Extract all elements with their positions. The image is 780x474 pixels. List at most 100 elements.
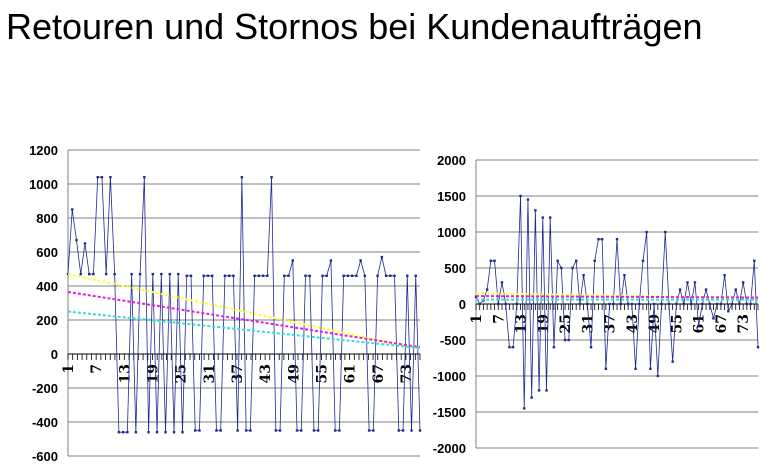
y-tick-label: 2000 — [437, 153, 466, 168]
data-point — [712, 317, 715, 320]
data-point — [723, 274, 726, 277]
data-point — [88, 272, 91, 276]
x-tick-label: 61 — [692, 314, 708, 333]
data-point — [160, 272, 163, 276]
data-point — [497, 302, 500, 306]
data-point — [578, 302, 582, 306]
data-point — [270, 176, 273, 179]
data-point — [574, 259, 578, 262]
data-point — [164, 431, 167, 434]
data-point — [278, 429, 282, 432]
y-tick-label: 1000 — [29, 177, 58, 192]
data-point — [406, 274, 409, 277]
data-point — [649, 367, 652, 370]
data-point — [329, 259, 333, 262]
data-point — [355, 274, 358, 277]
y-tick-label: 0 — [459, 297, 466, 312]
data-point — [236, 429, 239, 432]
data-point — [530, 396, 533, 399]
x-tick-label: 37 — [230, 364, 246, 383]
data-point — [734, 288, 737, 291]
data-point — [697, 324, 700, 327]
data-point — [308, 274, 311, 277]
y-tick-label: -200 — [32, 381, 58, 396]
data-point — [121, 431, 125, 434]
data-point — [172, 431, 176, 434]
data-point — [266, 274, 269, 277]
data-point — [660, 302, 663, 306]
data-point — [519, 194, 522, 198]
data-point — [645, 230, 648, 234]
data-point — [219, 429, 222, 432]
data-point — [667, 302, 671, 306]
trend-line-magenta — [67, 290, 421, 349]
y-tick-label: -500 — [440, 333, 466, 348]
data-point — [478, 302, 481, 306]
data-point — [704, 288, 708, 291]
data-point — [623, 274, 626, 277]
data-point — [541, 216, 544, 219]
data-point — [523, 407, 526, 410]
data-point — [384, 274, 388, 277]
data-point — [134, 431, 138, 434]
data-point — [389, 274, 392, 277]
data-point — [83, 242, 87, 245]
data-point — [678, 288, 682, 291]
data-point — [414, 274, 417, 277]
x-tick-label: 19 — [145, 364, 161, 383]
data-point — [567, 338, 570, 342]
data-point — [652, 302, 656, 306]
data-point — [312, 429, 316, 432]
trend-line-magenta — [475, 295, 759, 299]
data-point — [283, 274, 286, 277]
y-tick-label: 500 — [444, 261, 466, 276]
data-point — [738, 302, 741, 306]
data-point — [210, 274, 214, 277]
data-point — [727, 310, 730, 313]
data-point — [545, 389, 548, 392]
data-point — [500, 281, 504, 284]
data-point — [342, 274, 345, 277]
data-point — [586, 302, 589, 306]
data-point — [66, 272, 70, 276]
data-point — [168, 272, 171, 276]
data-point — [410, 429, 413, 432]
data-point — [304, 274, 307, 277]
y-tick-label: 600 — [36, 245, 58, 260]
data-point — [701, 302, 704, 306]
data-point — [104, 272, 108, 276]
data-point — [300, 429, 303, 432]
data-point — [690, 302, 693, 306]
data-point — [638, 302, 641, 306]
x-tick-label: 73 — [399, 364, 415, 383]
y-tick-label: -2000 — [433, 441, 466, 456]
data-point — [202, 274, 205, 277]
data-point — [675, 302, 678, 306]
y-tick-label: -600 — [32, 449, 58, 464]
data-point — [223, 274, 227, 277]
data-point — [325, 274, 328, 277]
data-point — [493, 259, 496, 262]
data-point — [198, 429, 201, 432]
data-point — [656, 374, 660, 378]
x-tick-label: 61 — [343, 364, 359, 383]
data-point — [155, 431, 159, 434]
x-tick-label: 31 — [202, 364, 218, 383]
data-point — [582, 274, 585, 277]
data-point — [393, 274, 396, 277]
y-tick-label: 800 — [36, 211, 58, 226]
data-point — [608, 302, 611, 306]
data-point — [333, 429, 337, 432]
data-point — [489, 259, 493, 262]
data-point — [708, 302, 711, 306]
data-point — [117, 431, 121, 434]
data-point — [534, 209, 537, 212]
data-point — [397, 429, 400, 432]
data-point — [630, 302, 634, 306]
data-point — [100, 176, 104, 179]
y-tick-label: 1200 — [29, 143, 58, 158]
y-tick-label: 400 — [36, 279, 58, 294]
data-point — [151, 272, 155, 276]
